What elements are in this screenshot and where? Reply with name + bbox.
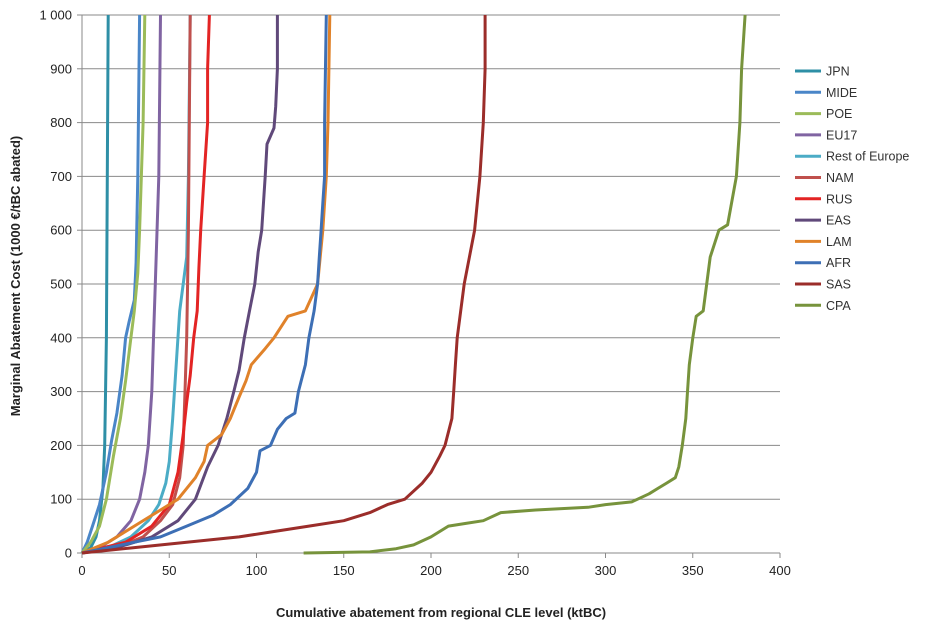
legend-label: EU17 <box>826 128 857 142</box>
x-tick-label: 50 <box>162 563 176 578</box>
x-tick-label: 200 <box>420 563 442 578</box>
y-tick-label: 700 <box>50 169 72 184</box>
y-tick-label: 0 <box>65 546 72 561</box>
legend-item: SAS <box>795 278 851 292</box>
legend-label: AFR <box>826 256 851 270</box>
legend-label: EAS <box>826 214 851 228</box>
legend-item: NAM <box>795 171 854 185</box>
legend-item: AFR <box>795 256 851 270</box>
series-lines <box>80 14 747 555</box>
x-tick-label: 400 <box>769 563 791 578</box>
legend-label: CPA <box>826 299 851 313</box>
y-tick-label: 100 <box>50 492 72 507</box>
x-tick-label: 350 <box>682 563 704 578</box>
series-line-afr <box>81 14 328 555</box>
legend-label: Rest of Europe <box>826 150 909 164</box>
legend-label: MIDE <box>826 86 857 100</box>
y-axis-title: Marginal Abatement Cost (1000 €/tBC abat… <box>8 136 23 417</box>
legend-label: JPN <box>826 65 850 79</box>
series-line-rest-of-europe <box>81 14 192 555</box>
legend-item: Rest of Europe <box>795 150 909 164</box>
legend: JPN MIDE POE EU17 Rest of Europe NAM RUS EAS LAM… <box>795 65 909 313</box>
series-line-cpa <box>303 14 747 555</box>
legend-item: MIDE <box>795 86 857 100</box>
series-line-mide <box>80 14 142 554</box>
legend-label: NAM <box>826 171 854 185</box>
series-line-poe <box>80 14 147 554</box>
x-tick-label: 300 <box>595 563 617 578</box>
axes <box>77 14 781 558</box>
legend-item: POE <box>795 107 852 121</box>
x-tick-label: 150 <box>333 563 355 578</box>
y-tick-label: 1 000 <box>39 8 72 23</box>
legend-item: EAS <box>795 214 851 228</box>
x-tick-label: 250 <box>507 563 529 578</box>
tick-labels: 0 50 100 150 200 250 300 350 400 0 100 200 300 400 500… <box>39 8 790 579</box>
legend-item: RUS <box>795 192 852 206</box>
x-axis-title: Cumulative abatement from regional CLE l… <box>276 605 606 620</box>
y-tick-label: 800 <box>50 115 72 130</box>
legend-label: SAS <box>826 278 851 292</box>
legend-label: LAM <box>826 235 852 249</box>
series-line-eas <box>81 15 279 555</box>
legend-item: LAM <box>795 235 852 249</box>
x-tick-label: 100 <box>246 563 268 578</box>
series-line-rus <box>81 14 211 555</box>
legend-item: EU17 <box>795 128 857 142</box>
legend-item: JPN <box>795 65 850 79</box>
y-tick-label: 900 <box>50 61 72 76</box>
y-tick-label: 200 <box>50 438 72 453</box>
legend-label: POE <box>826 107 852 121</box>
x-tick-label: 0 <box>78 563 85 578</box>
series-line-sas <box>81 15 487 555</box>
y-tick-label: 500 <box>50 277 72 292</box>
y-tick-label: 600 <box>50 223 72 238</box>
legend-item: CPA <box>795 299 851 313</box>
y-tick-label: 400 <box>50 330 72 345</box>
y-tick-label: 300 <box>50 384 72 399</box>
legend-label: RUS <box>826 192 852 206</box>
